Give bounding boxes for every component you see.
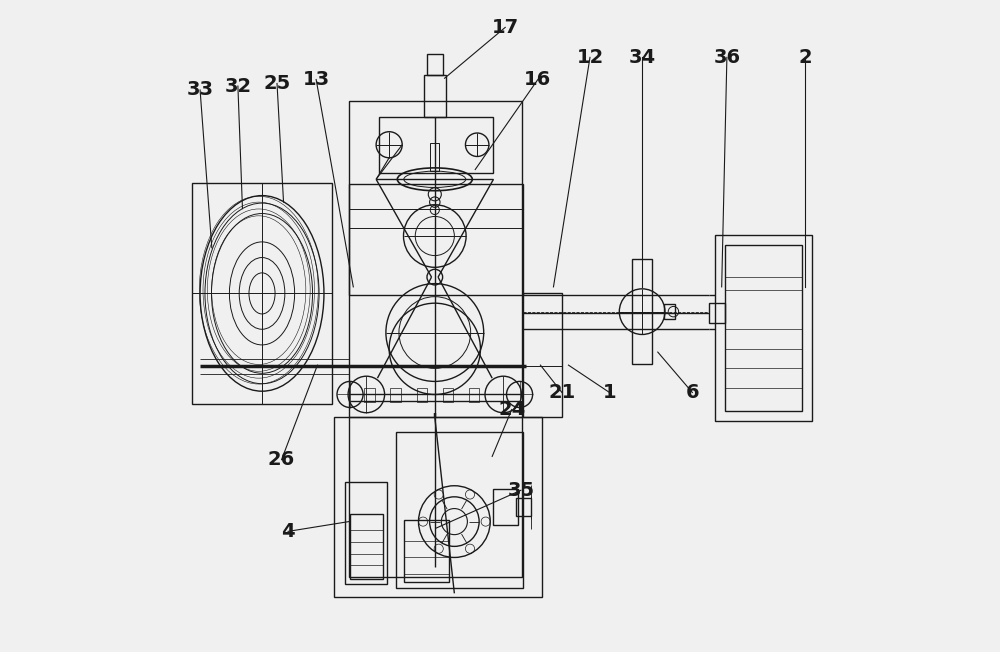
Text: 24: 24	[498, 400, 525, 419]
Text: 21: 21	[548, 383, 576, 402]
Bar	[632, 259, 652, 364]
Text: 12: 12	[576, 48, 604, 67]
Bar	[349, 101, 522, 577]
Text: 1: 1	[603, 383, 616, 402]
Bar	[443, 388, 453, 402]
Text: 6: 6	[686, 383, 699, 402]
Text: 26: 26	[268, 450, 295, 469]
Text: 13: 13	[303, 70, 330, 89]
Bar	[390, 388, 401, 402]
Bar	[725, 244, 802, 411]
Text: 33: 33	[187, 80, 214, 100]
Bar	[430, 143, 439, 171]
Bar	[396, 432, 523, 588]
Bar	[379, 117, 493, 173]
Bar	[334, 417, 542, 597]
Text: 36: 36	[713, 48, 740, 67]
Bar	[345, 482, 387, 584]
Text: 32: 32	[224, 76, 251, 96]
Text: 17: 17	[492, 18, 519, 37]
Text: 35: 35	[507, 481, 534, 500]
Text: 4: 4	[281, 522, 295, 541]
Bar	[424, 75, 446, 117]
Bar	[427, 54, 443, 75]
Bar	[404, 520, 449, 582]
Bar	[349, 184, 523, 295]
Bar	[664, 304, 675, 319]
Bar	[417, 388, 427, 402]
Text: 2: 2	[798, 48, 812, 67]
Bar	[516, 498, 531, 516]
Bar	[192, 183, 332, 404]
Bar	[469, 388, 479, 402]
Bar	[493, 489, 518, 525]
Bar	[364, 388, 375, 402]
Bar	[715, 235, 812, 421]
Bar	[709, 303, 725, 323]
Bar	[523, 293, 562, 417]
Text: 16: 16	[524, 70, 551, 89]
Bar	[350, 514, 383, 579]
Text: 34: 34	[629, 48, 656, 67]
Text: 25: 25	[263, 74, 291, 93]
